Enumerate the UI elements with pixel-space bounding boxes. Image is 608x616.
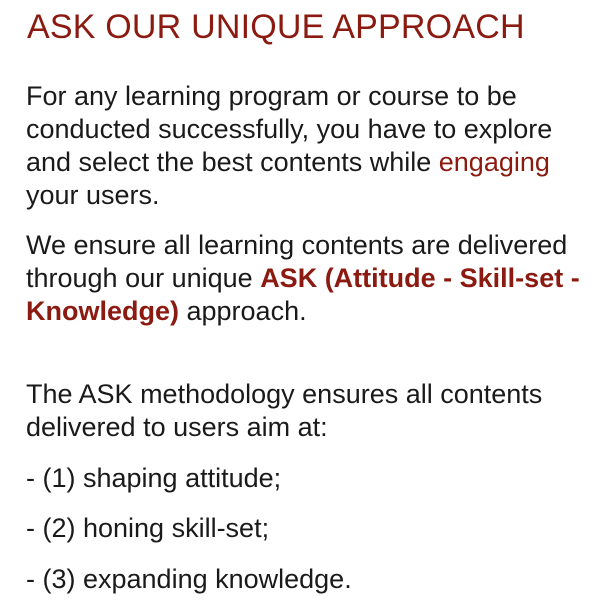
engaging-highlight: engaging [438, 147, 550, 177]
ask-text-start: We ensure all learning contents are deli… [26, 230, 568, 293]
bullet-expanding-knowledge: - (3) expanding knowledge. [26, 564, 352, 594]
intro-text-start: For any learning program or course to be… [26, 81, 553, 177]
methodology-paragraph: The ASK methodology ensures all contents… [26, 379, 543, 442]
ask-highlight: ASK (Attitude - Skill-set - Knowledge) [26, 263, 580, 326]
bullet-shaping-attitude: - (1) shaping attitude; [26, 463, 282, 493]
ask-paragraph: We ensure all learning contents are deli… [26, 229, 598, 328]
intro-paragraph: For any learning program or course to be… [26, 80, 598, 212]
page-title: ASK OUR UNIQUE APPROACH [27, 8, 525, 46]
bullet-honing-skill-set: - (2) honing skill-set; [26, 513, 270, 543]
ask-text-end: approach. [179, 296, 307, 326]
intro-text-end: your users. [26, 180, 160, 210]
